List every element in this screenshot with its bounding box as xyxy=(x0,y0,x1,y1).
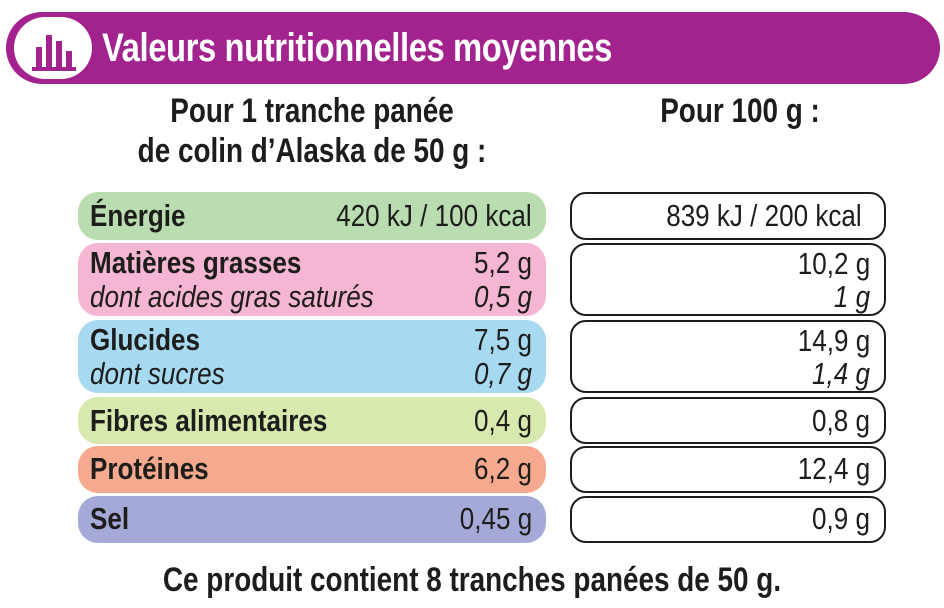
bar-chart-icon xyxy=(14,17,92,79)
row-proteines-per100: 12,4 g xyxy=(570,446,886,493)
row-fibres-portion: Fibres alimentaires 0,4 g xyxy=(78,397,546,444)
row-fibres-per100: 0,8 g xyxy=(570,397,886,444)
value-sucres-portion: 0,7 g xyxy=(474,356,532,391)
column-header-portion-line2: de colin d’Alaska de 50 g : xyxy=(137,132,487,170)
value-energie-per100: 839 kJ / 200 kcal xyxy=(666,198,862,233)
label-glucides: Glucides xyxy=(90,322,200,357)
value-sucres-per100: 1,4 g xyxy=(812,356,870,391)
row-energie-portion: Énergie 420 kJ / 100 kcal xyxy=(78,192,546,240)
row-glucides-portion: Glucides 7,5 g dont sucres 0,7 g xyxy=(78,320,546,393)
value-fibres-per100: 0,8 g xyxy=(812,403,870,438)
label-sel: Sel xyxy=(90,501,130,536)
value-matieres-grasses-per100: 10,2 g xyxy=(797,246,870,281)
row-matieres-grasses-portion: Matières grasses 5,2 g dont acides gras … xyxy=(78,243,546,316)
value-matieres-grasses-portion: 5,2 g xyxy=(474,245,532,280)
value-energie-portion: 420 kJ / 100 kcal xyxy=(336,198,532,233)
row-sel-portion: Sel 0,45 g xyxy=(78,496,546,543)
label-fibres: Fibres alimentaires xyxy=(90,403,328,438)
label-acides-gras-satures: dont acides gras saturés xyxy=(90,279,374,314)
label-energie: Énergie xyxy=(90,198,186,233)
row-matieres-grasses-per100: 10,2 g 1 g xyxy=(570,243,886,316)
label-sucres: dont sucres xyxy=(90,356,225,391)
value-acides-gras-satures-portion: 0,5 g xyxy=(474,279,532,314)
value-glucides-per100: 14,9 g xyxy=(797,323,870,358)
value-glucides-portion: 7,5 g xyxy=(474,322,532,357)
row-energie-per100: 839 kJ / 200 kcal xyxy=(570,192,886,240)
footer-note: Ce produit contient 8 tranches panées de… xyxy=(162,561,782,599)
label-proteines: Protéines xyxy=(90,451,209,486)
column-header-per-100g: Pour 100 g : xyxy=(660,92,820,130)
page-title: Valeurs nutritionnelles moyennes xyxy=(102,26,613,70)
row-glucides-per100: 14,9 g 1,4 g xyxy=(570,320,886,393)
value-proteines-portion: 6,2 g xyxy=(474,451,532,486)
value-acides-gras-satures-per100: 1 g xyxy=(833,279,870,314)
value-sel-portion: 0,45 g xyxy=(459,501,532,536)
label-matieres-grasses: Matières grasses xyxy=(90,245,302,280)
column-header-portion-line1: Pour 1 tranche panée xyxy=(170,92,454,130)
value-sel-per100: 0,9 g xyxy=(812,501,870,536)
row-sel-per100: 0,9 g xyxy=(570,496,886,543)
row-proteines-portion: Protéines 6,2 g xyxy=(78,446,546,493)
value-fibres-portion: 0,4 g xyxy=(474,403,532,438)
value-proteines-per100: 12,4 g xyxy=(797,451,870,486)
title-banner: Valeurs nutritionnelles moyennes xyxy=(6,12,940,84)
